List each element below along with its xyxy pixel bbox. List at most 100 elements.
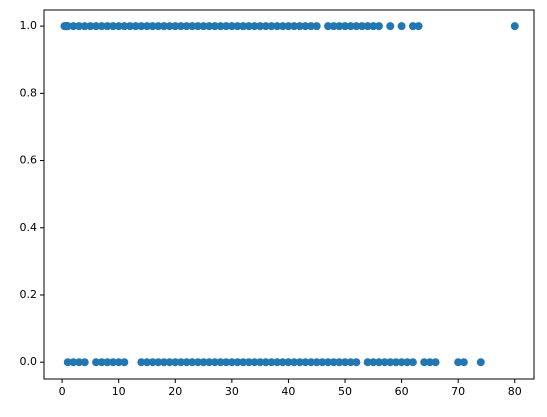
point — [335, 358, 344, 367]
point — [114, 358, 123, 367]
point — [193, 358, 202, 367]
point — [329, 358, 338, 367]
point — [352, 358, 361, 367]
point — [284, 22, 293, 31]
point — [80, 358, 89, 367]
point — [267, 358, 276, 367]
point — [256, 358, 265, 367]
point — [425, 358, 434, 367]
point — [171, 358, 180, 367]
point — [148, 22, 157, 31]
point — [244, 22, 253, 31]
point — [324, 22, 333, 31]
point — [97, 22, 106, 31]
point — [273, 22, 282, 31]
point — [420, 358, 429, 367]
point — [386, 358, 395, 367]
point — [142, 22, 151, 31]
point — [278, 358, 287, 367]
point — [346, 22, 355, 31]
point — [63, 22, 72, 31]
point — [188, 22, 197, 31]
x-tick-label: 20 — [168, 385, 182, 398]
point — [244, 358, 253, 367]
point — [154, 22, 163, 31]
point — [69, 358, 78, 367]
point — [171, 22, 180, 31]
point — [380, 358, 389, 367]
point — [250, 22, 259, 31]
point — [159, 22, 168, 31]
point — [120, 22, 129, 31]
point — [233, 22, 242, 31]
point — [109, 22, 118, 31]
point — [216, 358, 225, 367]
point — [261, 358, 270, 367]
point — [182, 22, 191, 31]
point — [408, 358, 417, 367]
y-tick-label: 0.4 — [20, 221, 38, 234]
point — [210, 358, 219, 367]
point — [329, 22, 338, 31]
point — [403, 358, 412, 367]
point — [205, 358, 214, 367]
point — [374, 358, 383, 367]
x-tick-label: 40 — [281, 385, 295, 398]
plot-frame — [43, 9, 535, 380]
point — [290, 358, 299, 367]
point — [159, 358, 168, 367]
y-tick-label: 0.6 — [20, 154, 38, 167]
point — [250, 358, 259, 367]
point — [142, 358, 151, 367]
point — [165, 358, 174, 367]
point — [261, 22, 270, 31]
point — [137, 22, 146, 31]
x-tick-label: 30 — [225, 385, 239, 398]
point — [154, 358, 163, 367]
point — [290, 22, 299, 31]
point — [137, 358, 146, 367]
point — [346, 358, 355, 367]
point — [86, 22, 95, 31]
point — [239, 22, 248, 31]
point — [126, 22, 135, 31]
point — [210, 22, 219, 31]
y-tick-label: 0.2 — [20, 288, 38, 301]
x-tick-label: 0 — [59, 385, 66, 398]
point — [374, 22, 383, 31]
point — [222, 358, 231, 367]
point — [114, 22, 123, 31]
point — [386, 22, 395, 31]
point — [109, 358, 118, 367]
point — [227, 358, 236, 367]
point — [165, 22, 174, 31]
point — [80, 22, 89, 31]
point — [341, 22, 350, 31]
point — [75, 22, 84, 31]
point — [103, 358, 112, 367]
point — [431, 358, 440, 367]
point — [369, 358, 378, 367]
point — [301, 22, 310, 31]
x-tick-label: 80 — [508, 385, 522, 398]
y-tick-label: 0.8 — [20, 86, 38, 99]
point — [312, 22, 321, 31]
point — [233, 358, 242, 367]
point — [397, 358, 406, 367]
point — [363, 358, 372, 367]
point — [352, 22, 361, 31]
x-tick-label: 50 — [338, 385, 352, 398]
point — [205, 22, 214, 31]
point — [103, 22, 112, 31]
x-tick-label: 60 — [395, 385, 409, 398]
point — [75, 358, 84, 367]
point — [92, 22, 101, 31]
point — [318, 358, 327, 367]
point — [216, 22, 225, 31]
point — [273, 358, 282, 367]
point — [182, 358, 191, 367]
point — [284, 358, 293, 367]
x-tick-label: 70 — [451, 385, 465, 398]
point — [408, 22, 417, 31]
